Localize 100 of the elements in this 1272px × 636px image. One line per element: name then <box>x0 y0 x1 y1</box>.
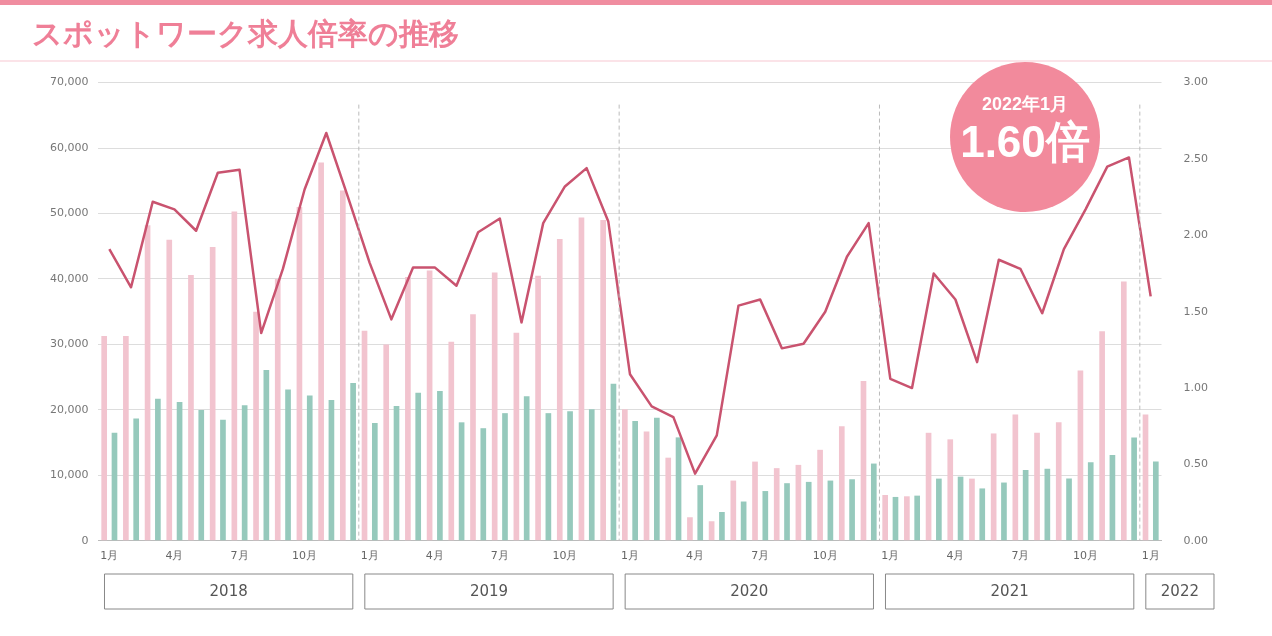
y-tick-label: 60,000 <box>49 140 89 154</box>
bar <box>1099 331 1105 541</box>
y2-tick-label: 3.00 <box>1183 75 1209 89</box>
bar <box>773 468 780 541</box>
x-tick-label: 1月 <box>621 549 639 563</box>
y-tick-label: 0 <box>81 533 89 547</box>
x-tick-label: 7月 <box>230 549 249 563</box>
x-tick-label: 1月 <box>360 549 379 563</box>
bar <box>567 411 573 541</box>
bar <box>817 449 823 541</box>
x-tick-label: 1月 <box>1141 549 1160 563</box>
x-tick-label: 1月 <box>100 549 119 563</box>
x-tick-label: 7月 <box>751 549 770 563</box>
bar <box>805 481 812 541</box>
bar <box>318 162 324 541</box>
bar <box>470 314 476 541</box>
y-tick-label: 70,000 <box>49 75 89 89</box>
x-tick-label: 10月 <box>552 549 578 563</box>
text: 2019 <box>469 581 509 600</box>
bar <box>600 220 606 541</box>
bar <box>784 483 790 541</box>
bar <box>622 409 628 541</box>
bar <box>838 426 845 541</box>
bar <box>155 398 161 541</box>
y2-tick-label: 1.50 <box>1183 304 1209 318</box>
bar <box>882 494 889 541</box>
bar <box>285 389 291 541</box>
text: 2021 <box>990 581 1029 600</box>
bar <box>437 390 443 541</box>
bar <box>123 335 129 541</box>
bar <box>166 239 173 541</box>
bar <box>101 335 108 541</box>
y2-tick-label: 0.00 <box>1183 533 1209 547</box>
bar <box>1055 422 1062 541</box>
bar <box>371 422 378 541</box>
bar <box>1001 482 1007 541</box>
bar <box>253 311 259 541</box>
y2-tick-label: 0.50 <box>1183 457 1209 471</box>
bar <box>1131 437 1137 541</box>
x-tick-label: 10月 <box>292 549 318 563</box>
bar <box>665 457 672 541</box>
bar <box>697 485 704 541</box>
bar <box>632 421 638 541</box>
bar <box>480 428 487 541</box>
bar <box>448 341 455 541</box>
bar <box>523 396 530 541</box>
y-tick-label: 20,000 <box>49 402 89 416</box>
x-tick-label: 1月 <box>881 549 900 563</box>
bar <box>350 383 356 541</box>
x-tick-label: 4月 <box>686 549 705 563</box>
y2-tick-label: 2.00 <box>1183 228 1209 242</box>
x-tick-label: 4月 <box>946 549 965 563</box>
text: 2018 <box>209 581 248 600</box>
text: 2022 <box>1160 581 1199 600</box>
y2-tick-label: 1.00 <box>1183 380 1209 394</box>
bar <box>1034 432 1040 541</box>
bar <box>687 517 693 541</box>
bar <box>383 344 390 541</box>
y-tick-label: 50,000 <box>49 206 89 220</box>
y-tick-label: 10,000 <box>49 468 89 482</box>
bar <box>870 463 877 541</box>
bar <box>491 272 498 541</box>
bar <box>762 491 769 541</box>
bar <box>947 439 954 541</box>
bar <box>969 478 975 541</box>
annotation: 2022年1月 <box>980 93 1070 116</box>
bar <box>914 495 921 541</box>
bar <box>936 478 942 541</box>
x-tick-label: 4月 <box>425 549 444 563</box>
text: 2020 <box>730 581 769 600</box>
y-tick-label: 40,000 <box>49 271 89 285</box>
bar <box>415 392 422 541</box>
x-tick-label: 10月 <box>812 549 838 563</box>
bar <box>979 488 986 541</box>
bar <box>198 409 205 541</box>
bar <box>220 419 226 541</box>
x-tick-label: 7月 <box>1011 549 1030 563</box>
bar <box>1087 462 1094 541</box>
bar <box>1120 281 1127 541</box>
bar <box>730 480 737 541</box>
bar <box>1066 478 1072 541</box>
bar <box>339 190 346 541</box>
x-tick-label: 10月 <box>1073 549 1099 563</box>
x-tick-label: 7月 <box>490 549 509 563</box>
bar <box>502 413 508 541</box>
y-tick-label: 30,000 <box>49 337 89 351</box>
bar <box>1152 461 1159 541</box>
bar <box>719 512 725 541</box>
bar <box>535 275 541 541</box>
bar <box>654 417 660 541</box>
x-tick-label: 4月 <box>165 549 184 563</box>
bar <box>274 278 281 541</box>
chart-title: スポットワーク求人倍率の推移 <box>32 15 459 53</box>
bar <box>405 277 411 541</box>
bar <box>306 395 313 541</box>
bar <box>849 479 855 541</box>
bar <box>133 418 140 541</box>
annotation: 1.60倍 <box>959 116 1091 168</box>
bar <box>188 275 194 541</box>
bar <box>904 496 910 541</box>
